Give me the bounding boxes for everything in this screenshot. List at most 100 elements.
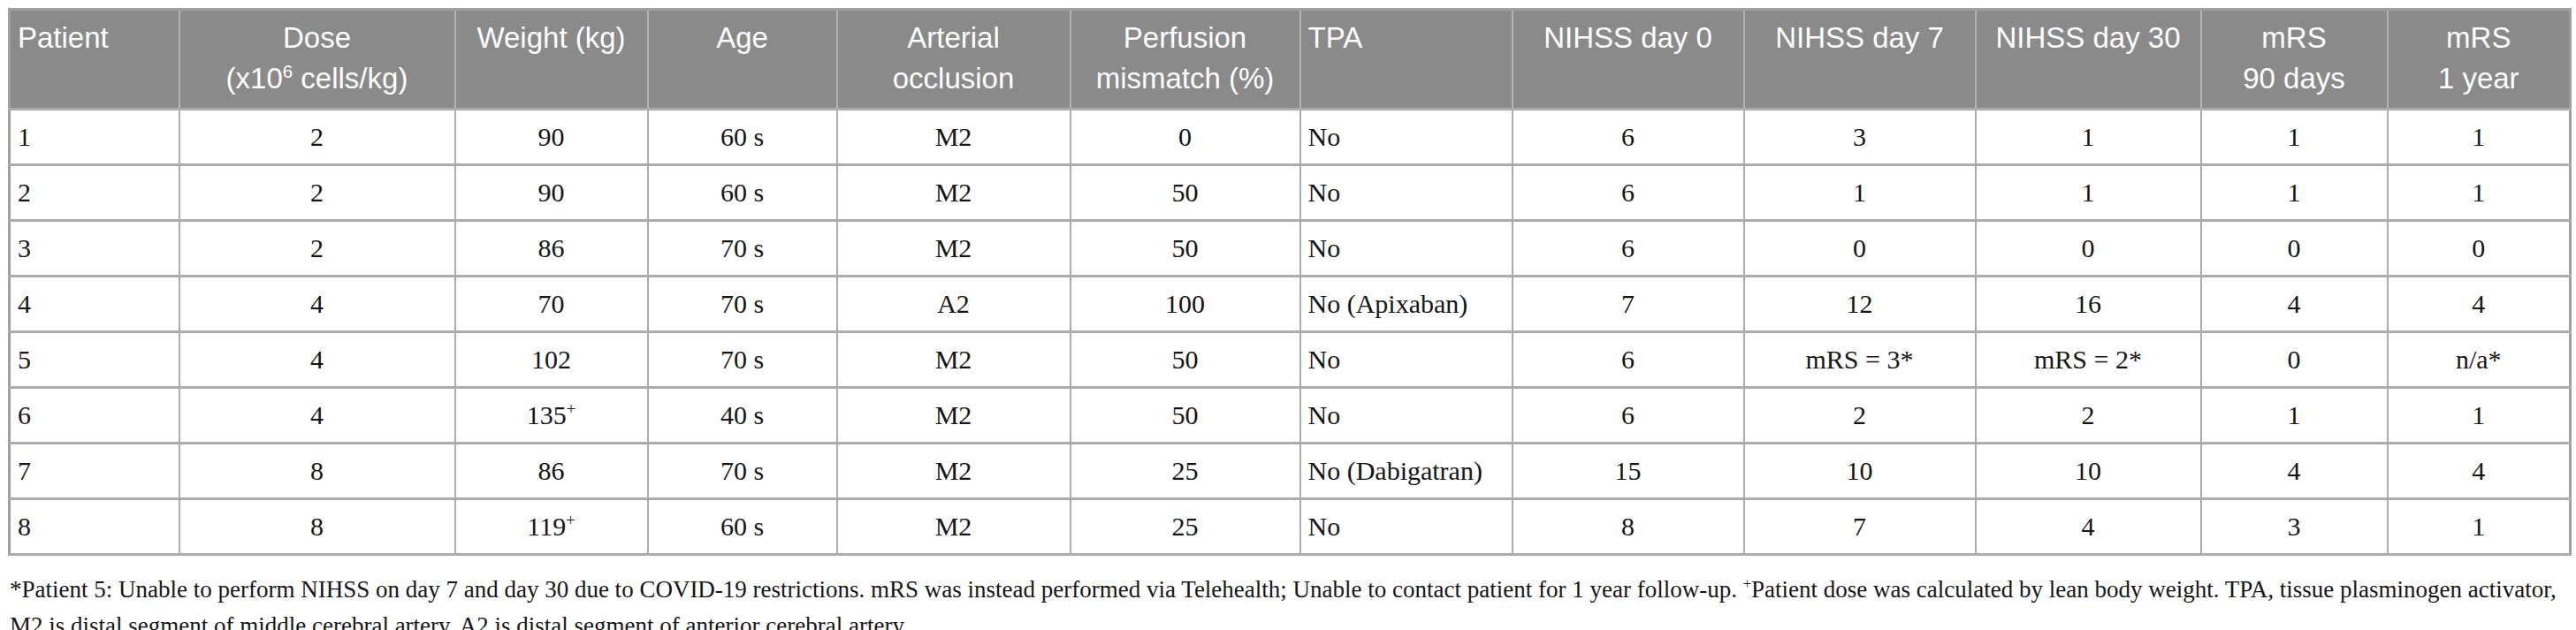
cell-mrs-1-year: 0 xyxy=(2388,221,2571,277)
cell-patient: 1 xyxy=(10,110,179,165)
cell-tpa: No xyxy=(1300,221,1513,277)
cell-dose: 4 xyxy=(179,277,455,332)
cell-nihss-day-30: mRS = 2* xyxy=(1976,332,2201,388)
cell-mrs-90-days: 0 xyxy=(2201,221,2388,277)
cell-nihss-day-7: 10 xyxy=(1744,444,1976,499)
cell-weight: 102 xyxy=(455,332,648,388)
cell-tpa: No xyxy=(1300,388,1513,444)
cell-nihss-day-0: 7 xyxy=(1513,277,1744,332)
column-header-arterial-occlusion: Arterial occlusion xyxy=(837,10,1071,110)
table-row: 788670 sM225No (Dabigatran)15101044 xyxy=(10,444,2571,499)
cell-nihss-day-30: 10 xyxy=(1976,444,2201,499)
column-header-tpa: TPA xyxy=(1300,10,1513,110)
cell-weight: 86 xyxy=(455,221,648,277)
cell-nihss-day-30: 16 xyxy=(1976,277,2201,332)
cell-age: 60 s xyxy=(648,165,837,221)
cell-dose: 8 xyxy=(179,444,455,499)
cell-tpa: No xyxy=(1300,165,1513,221)
cell-patient: 7 xyxy=(10,444,179,499)
cell-mrs-1-year: 1 xyxy=(2388,110,2571,165)
cell-age: 40 s xyxy=(648,388,837,444)
column-header-nihss-day-7: NIHSS day 7 xyxy=(1744,10,1976,110)
cell-dose: 2 xyxy=(179,221,455,277)
table-body: 129060 sM20No63111229060 sM250No61111328… xyxy=(10,110,2571,555)
cell-perfusion-mismatch: 50 xyxy=(1071,332,1300,388)
column-header-nihss-day-0: NIHSS day 0 xyxy=(1513,10,1744,110)
table-row: 129060 sM20No63111 xyxy=(10,110,2571,165)
column-header-mrs-90-days: mRS 90 days xyxy=(2201,10,2388,110)
cell-nihss-day-0: 6 xyxy=(1513,110,1744,165)
cell-age: 60 s xyxy=(648,110,837,165)
column-header-dose: Dose (x106 cells/kg) xyxy=(179,10,455,110)
cell-perfusion-mismatch: 50 xyxy=(1071,388,1300,444)
cell-perfusion-mismatch: 50 xyxy=(1071,165,1300,221)
cell-patient: 4 xyxy=(10,277,179,332)
cell-age: 60 s xyxy=(648,499,837,555)
cell-dose: 4 xyxy=(179,388,455,444)
cell-mrs-1-year: 4 xyxy=(2388,444,2571,499)
cell-nihss-day-0: 6 xyxy=(1513,165,1744,221)
cell-nihss-day-30: 4 xyxy=(1976,499,2201,555)
cell-mrs-90-days: 1 xyxy=(2201,388,2388,444)
cell-patient: 2 xyxy=(10,165,179,221)
cell-nihss-day-7: 12 xyxy=(1744,277,1976,332)
cell-dose: 8 xyxy=(179,499,455,555)
cell-arterial-occlusion: A2 xyxy=(837,277,1071,332)
column-header-perfusion-mismatch: Perfusion mismatch (%) xyxy=(1071,10,1300,110)
column-header-patient: Patient xyxy=(10,10,179,110)
cell-age: 70 s xyxy=(648,277,837,332)
cell-perfusion-mismatch: 0 xyxy=(1071,110,1300,165)
cell-weight: 86 xyxy=(455,444,648,499)
cell-arterial-occlusion: M2 xyxy=(837,221,1071,277)
cell-patient: 3 xyxy=(10,221,179,277)
cell-arterial-occlusion: M2 xyxy=(837,444,1071,499)
cell-mrs-90-days: 4 xyxy=(2201,444,2388,499)
cell-mrs-1-year: n/a* xyxy=(2388,332,2571,388)
table-row: 64135+40 sM250No62211 xyxy=(10,388,2571,444)
cell-mrs-90-days: 3 xyxy=(2201,499,2388,555)
cell-perfusion-mismatch: 25 xyxy=(1071,444,1300,499)
cell-nihss-day-7: 7 xyxy=(1744,499,1976,555)
cell-mrs-90-days: 0 xyxy=(2201,332,2388,388)
cell-dose: 4 xyxy=(179,332,455,388)
cell-weight: 90 xyxy=(455,110,648,165)
cell-tpa: No xyxy=(1300,499,1513,555)
cell-arterial-occlusion: M2 xyxy=(837,499,1071,555)
cell-age: 70 s xyxy=(648,444,837,499)
cell-arterial-occlusion: M2 xyxy=(837,165,1071,221)
cell-weight: 70 xyxy=(455,277,648,332)
cell-mrs-90-days: 4 xyxy=(2201,277,2388,332)
cell-nihss-day-0: 8 xyxy=(1513,499,1744,555)
column-header-nihss-day-30: NIHSS day 30 xyxy=(1976,10,2201,110)
cell-nihss-day-0: 6 xyxy=(1513,388,1744,444)
cell-perfusion-mismatch: 100 xyxy=(1071,277,1300,332)
cell-weight: 119+ xyxy=(455,499,648,555)
cell-mrs-1-year: 4 xyxy=(2388,277,2571,332)
cell-perfusion-mismatch: 50 xyxy=(1071,221,1300,277)
table-header-row: PatientDose (x106 cells/kg)Weight (kg)Ag… xyxy=(10,10,2571,110)
cell-dose: 2 xyxy=(179,110,455,165)
table-row: 88119+60 sM225No87431 xyxy=(10,499,2571,555)
cell-tpa: No (Dabigatran) xyxy=(1300,444,1513,499)
cell-weight: 135+ xyxy=(455,388,648,444)
cell-arterial-occlusion: M2 xyxy=(837,332,1071,388)
cell-nihss-day-7: 2 xyxy=(1744,388,1976,444)
column-header-age: Age xyxy=(648,10,837,110)
cell-patient: 6 xyxy=(10,388,179,444)
cell-patient: 8 xyxy=(10,499,179,555)
cell-perfusion-mismatch: 25 xyxy=(1071,499,1300,555)
cell-nihss-day-7: mRS = 3* xyxy=(1744,332,1976,388)
cell-weight: 90 xyxy=(455,165,648,221)
cell-age: 70 s xyxy=(648,332,837,388)
cell-tpa: No (Apixaban) xyxy=(1300,277,1513,332)
table-row: 447070 sA2100No (Apixaban)7121644 xyxy=(10,277,2571,332)
cell-mrs-1-year: 1 xyxy=(2388,499,2571,555)
cell-nihss-day-7: 1 xyxy=(1744,165,1976,221)
cell-nihss-day-30: 0 xyxy=(1976,221,2201,277)
cell-nihss-day-0: 15 xyxy=(1513,444,1744,499)
table-footnote: *Patient 5: Unable to perform NIHSS on d… xyxy=(10,572,2572,630)
cell-nihss-day-30: 2 xyxy=(1976,388,2201,444)
cell-arterial-occlusion: M2 xyxy=(837,388,1071,444)
cell-tpa: No xyxy=(1300,110,1513,165)
cell-age: 70 s xyxy=(648,221,837,277)
